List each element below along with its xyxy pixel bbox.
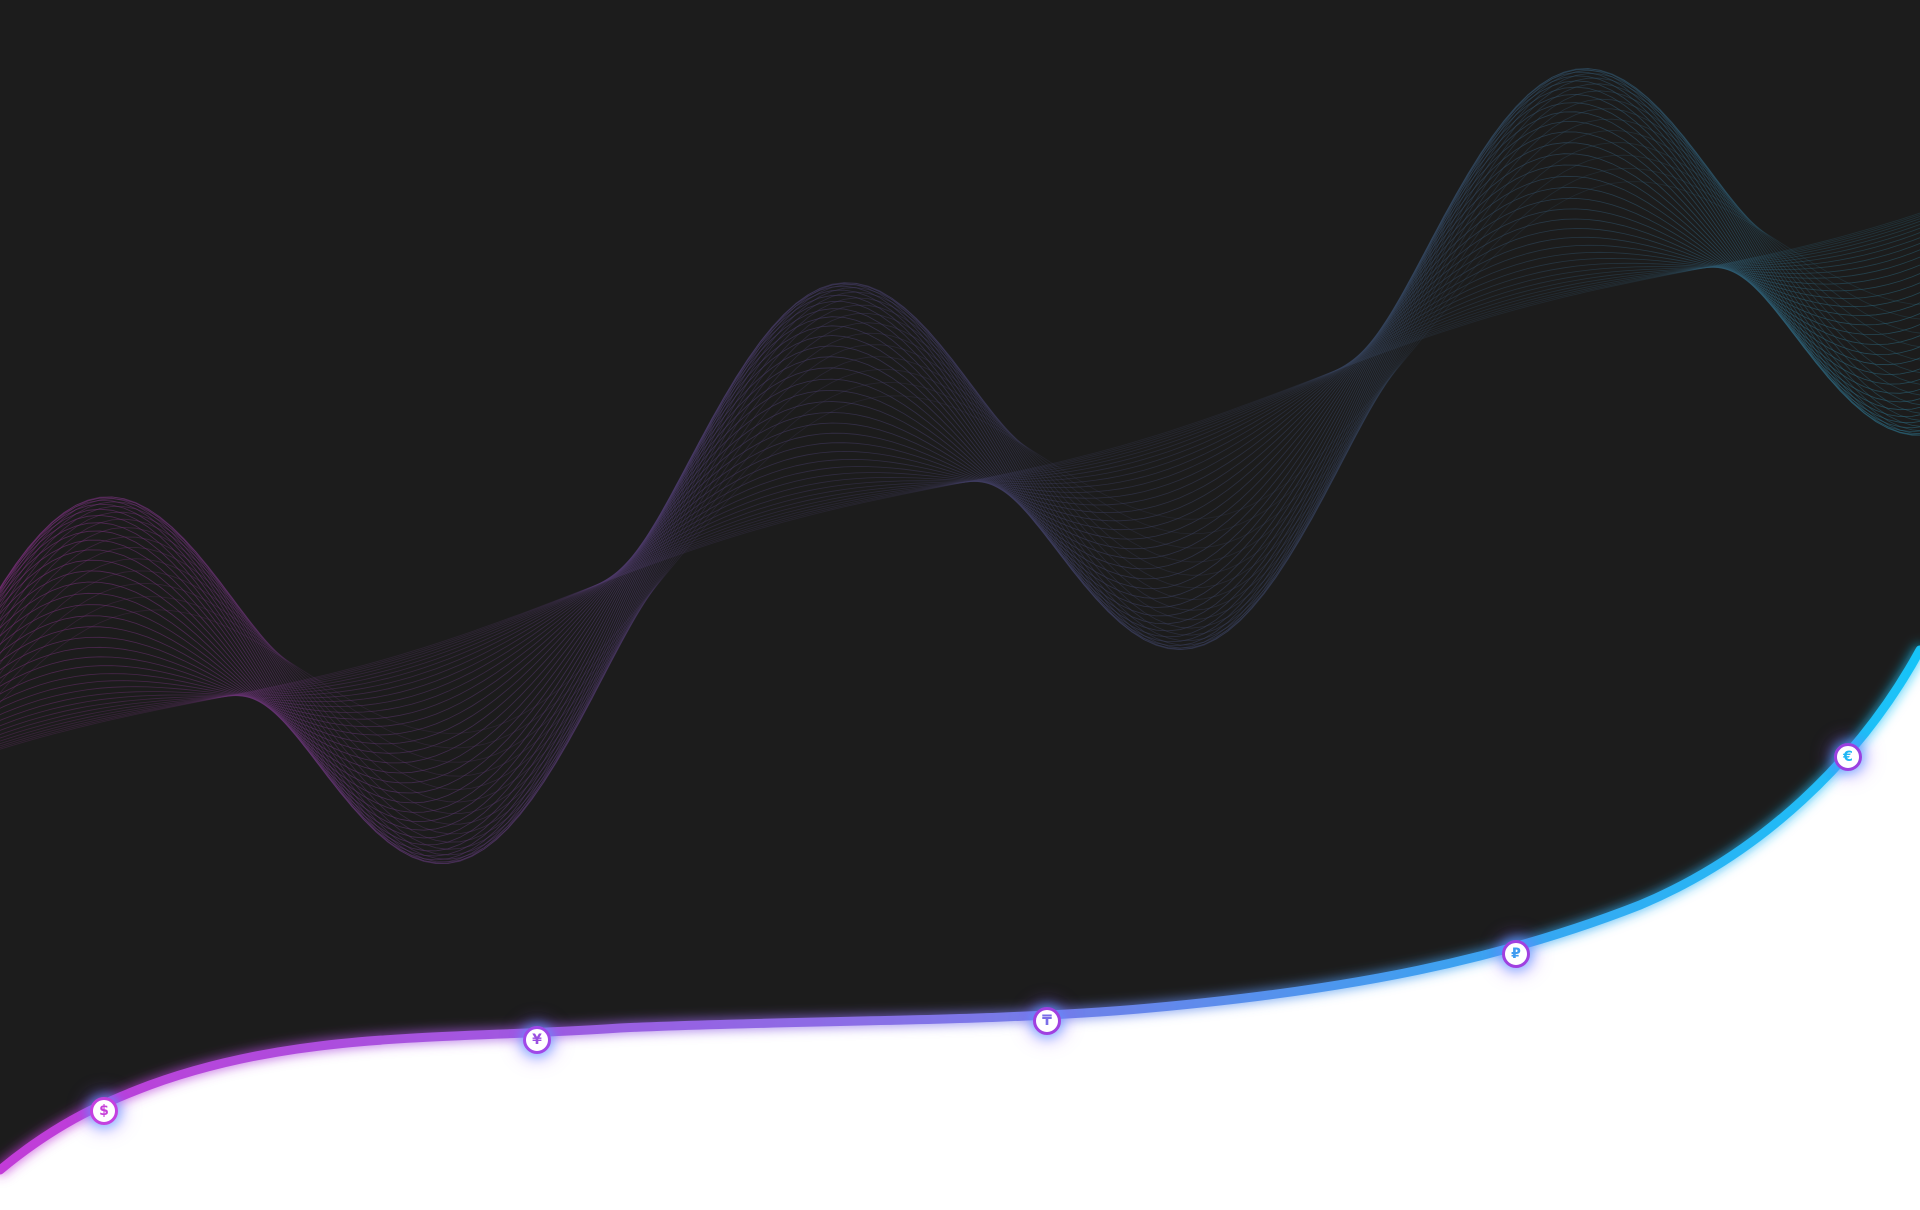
wave-line [0,228,1920,728]
dollar-icon: $ [99,1103,109,1119]
wave-line [0,142,1920,777]
currency-marker-tenge[interactable]: ₸ [1033,1007,1061,1035]
wave-line [0,197,1920,754]
wave-line [0,208,1920,745]
wave-line [0,212,1920,750]
wave-line [0,121,1920,822]
currency-marker-yen[interactable]: ¥ [523,1026,551,1054]
currency-marker-euro[interactable]: € [1834,743,1862,771]
wave-lines [0,68,1920,865]
wave-line [0,108,1920,815]
wave-line [0,102,1920,839]
wave-line [0,153,1920,794]
wave-line [0,181,1920,734]
tenge-icon: ₸ [1042,1013,1052,1029]
currency-curve [0,645,1920,1175]
wave-line [0,118,1920,803]
white-area [0,650,1920,1210]
wave-line [0,68,1920,864]
wave-line [0,187,1920,764]
wave-line [0,232,1920,731]
wave-line [0,129,1920,790]
currency-marker-ruble[interactable]: ₽ [1502,940,1530,968]
wave-line [0,164,1920,784]
wave-line [0,69,1920,865]
wave-line [0,69,1920,860]
wave-line [0,243,1920,721]
wave-line [0,167,1920,749]
yen-icon: ¥ [532,1032,542,1048]
wave-line [0,227,1920,735]
currency-marker-dollar[interactable]: $ [90,1097,118,1125]
ruble-icon: ₽ [1511,946,1521,962]
wave-line [0,251,1920,709]
wave-line [0,175,1920,774]
wave-line [0,98,1920,825]
euro-icon: € [1843,749,1853,765]
wave-line [0,249,1920,716]
wave-line [0,71,1920,863]
wave-line [0,73,1920,856]
wave-line [0,236,1920,720]
wave-line [0,244,1920,713]
wave-line [0,142,1920,804]
wave-line [0,131,1920,813]
wave-line [0,68,1920,863]
wave-line [0,218,1920,736]
wave-line [0,80,1920,857]
wave-line [0,237,1920,727]
